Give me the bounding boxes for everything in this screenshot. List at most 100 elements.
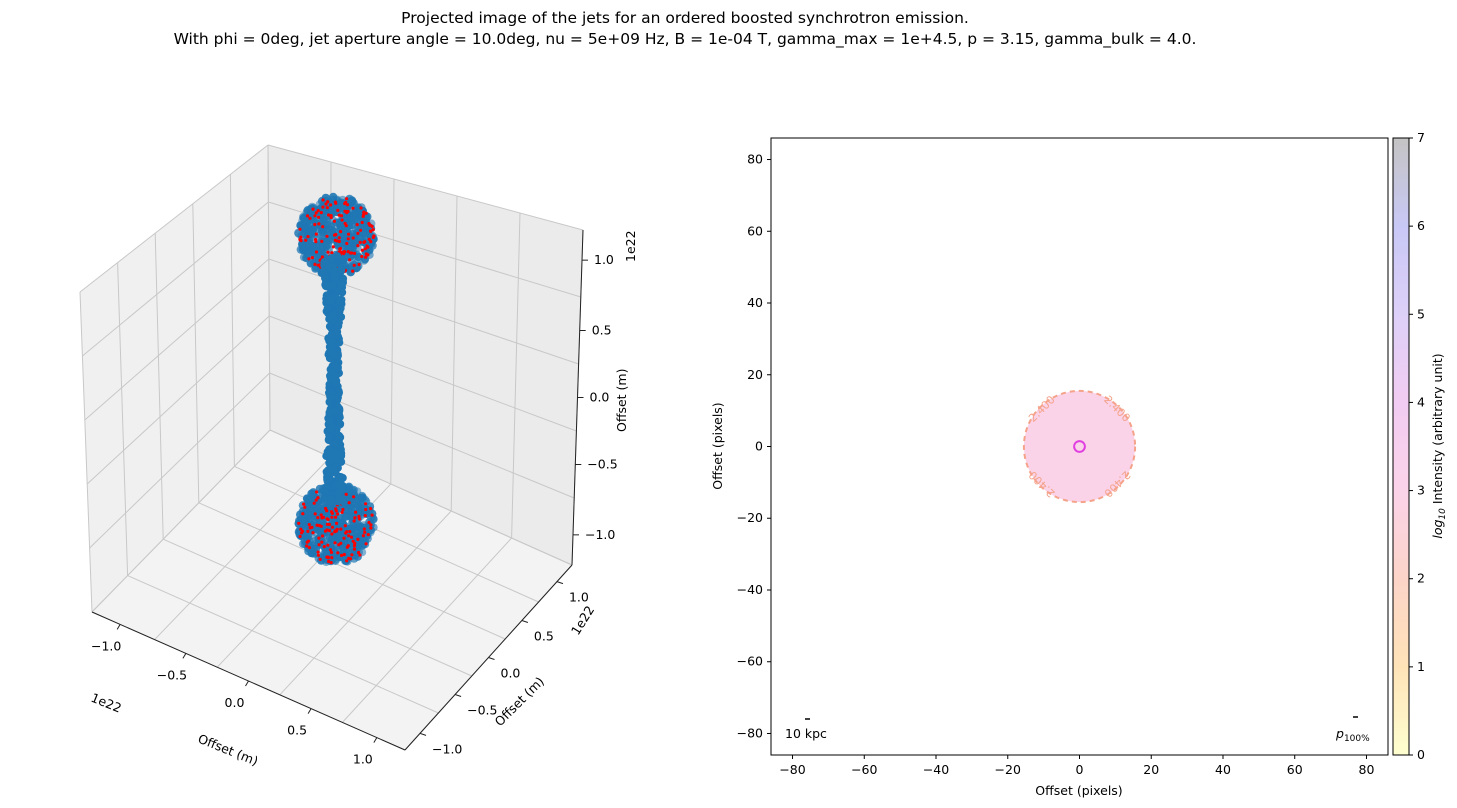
heatmap-x-label: Offset (pixels) <box>1035 783 1122 798</box>
emitting-point <box>333 200 337 204</box>
emitting-point <box>308 216 312 220</box>
jet-point <box>327 254 336 263</box>
emitting-point <box>336 208 340 212</box>
emitting-point <box>346 209 350 214</box>
jet-point <box>342 512 351 521</box>
jet-point <box>332 378 340 387</box>
emitting-point <box>342 252 346 256</box>
emitting-point <box>369 523 373 527</box>
jet-point <box>326 393 335 402</box>
jet-point <box>300 516 309 525</box>
emitting-point <box>344 200 348 204</box>
emitting-point <box>362 527 366 531</box>
emitting-point <box>352 547 357 551</box>
jet-point <box>326 495 335 504</box>
emitting-point <box>334 529 338 533</box>
z-axis-label: Offset (m) <box>614 369 629 432</box>
jet-point <box>339 521 348 530</box>
colorbar <box>1392 137 1410 756</box>
jet-point <box>339 495 348 504</box>
emitting-point <box>314 498 318 502</box>
emitting-point <box>361 534 365 538</box>
emitting-point <box>337 236 341 240</box>
emitting-point <box>320 239 324 243</box>
colorbar-tick-label: 5 <box>1417 306 1425 321</box>
emitting-point <box>314 211 318 215</box>
scale-bar-label: 10 kpc <box>785 726 827 741</box>
colorbar-label: log10 Intensity (arbitrary unit) <box>1430 353 1448 538</box>
emitting-point <box>353 541 357 546</box>
emitting-point <box>356 244 360 248</box>
grid-line <box>91 429 271 613</box>
y-tick-label: −1.0 <box>432 741 462 756</box>
grid-line <box>89 372 270 549</box>
y-tick-mark <box>419 732 427 736</box>
emitting-point <box>330 525 334 529</box>
emitting-point <box>347 501 351 505</box>
emitting-point <box>364 211 368 215</box>
emitting-point <box>311 531 315 535</box>
jet-point <box>357 541 367 550</box>
grid-line <box>82 201 269 357</box>
z-tick-label: 1.0 <box>594 252 614 267</box>
colorbar-tick-label: 1 <box>1417 659 1425 674</box>
emitting-point <box>360 254 364 259</box>
jet-point <box>335 474 344 483</box>
y-tick-label: −60 <box>737 654 763 669</box>
emitting-point <box>334 507 338 511</box>
jet-point <box>300 223 310 233</box>
emitting-point <box>337 239 341 244</box>
emitting-point <box>308 526 312 530</box>
y-tick-mark <box>521 620 529 623</box>
emitting-point <box>362 240 366 244</box>
emitting-point <box>369 223 373 228</box>
emitting-point <box>326 555 330 559</box>
grid-line <box>127 575 439 714</box>
grid-line <box>84 258 270 421</box>
emitting-point <box>319 513 323 517</box>
grid-line <box>154 233 164 540</box>
colorbar-tick-label: 4 <box>1417 394 1425 409</box>
emitting-point <box>315 523 319 527</box>
pane-floor <box>92 430 572 750</box>
emitting-point <box>357 517 361 521</box>
colorbar-tick-label: 6 <box>1417 218 1425 233</box>
emitting-point <box>317 536 321 540</box>
grid-line <box>79 144 269 293</box>
y-tick-label: 80 <box>747 152 763 167</box>
jet-point <box>331 362 340 371</box>
emitting-point <box>314 250 319 254</box>
emitting-point <box>299 239 303 243</box>
z-offset-label: 1e22 <box>623 230 638 262</box>
emitting-point <box>363 514 367 518</box>
emitting-point <box>347 556 351 561</box>
emitting-point <box>343 221 347 226</box>
grid-line <box>117 262 129 576</box>
emitting-point <box>333 238 337 242</box>
emitting-point <box>342 536 346 540</box>
colorbar-tick-label: 2 <box>1417 571 1425 586</box>
emitting-point <box>317 215 321 219</box>
y-tick-label: −80 <box>737 725 763 740</box>
emitting-point <box>325 517 329 521</box>
emitting-point <box>312 501 316 505</box>
emitting-point <box>321 225 325 229</box>
x-tick-label: 0.0 <box>225 695 245 710</box>
colorbar-tick-label: 3 <box>1417 483 1425 498</box>
emitting-point <box>345 545 349 549</box>
emitting-point <box>326 200 330 204</box>
grid-line <box>269 315 577 432</box>
emitting-point <box>325 522 329 526</box>
y-tick-label: 40 <box>747 295 763 310</box>
jet-point <box>325 418 334 427</box>
x-tick-mark <box>307 708 312 714</box>
emitting-point <box>328 548 333 552</box>
grid-line <box>198 502 506 640</box>
x-tick-label: −1.0 <box>91 638 121 653</box>
emitting-point <box>340 510 344 514</box>
emitting-point <box>343 209 347 213</box>
grid-line <box>86 315 270 485</box>
jet-point <box>294 228 303 238</box>
emitting-point <box>333 541 337 545</box>
emitting-point <box>310 256 314 260</box>
